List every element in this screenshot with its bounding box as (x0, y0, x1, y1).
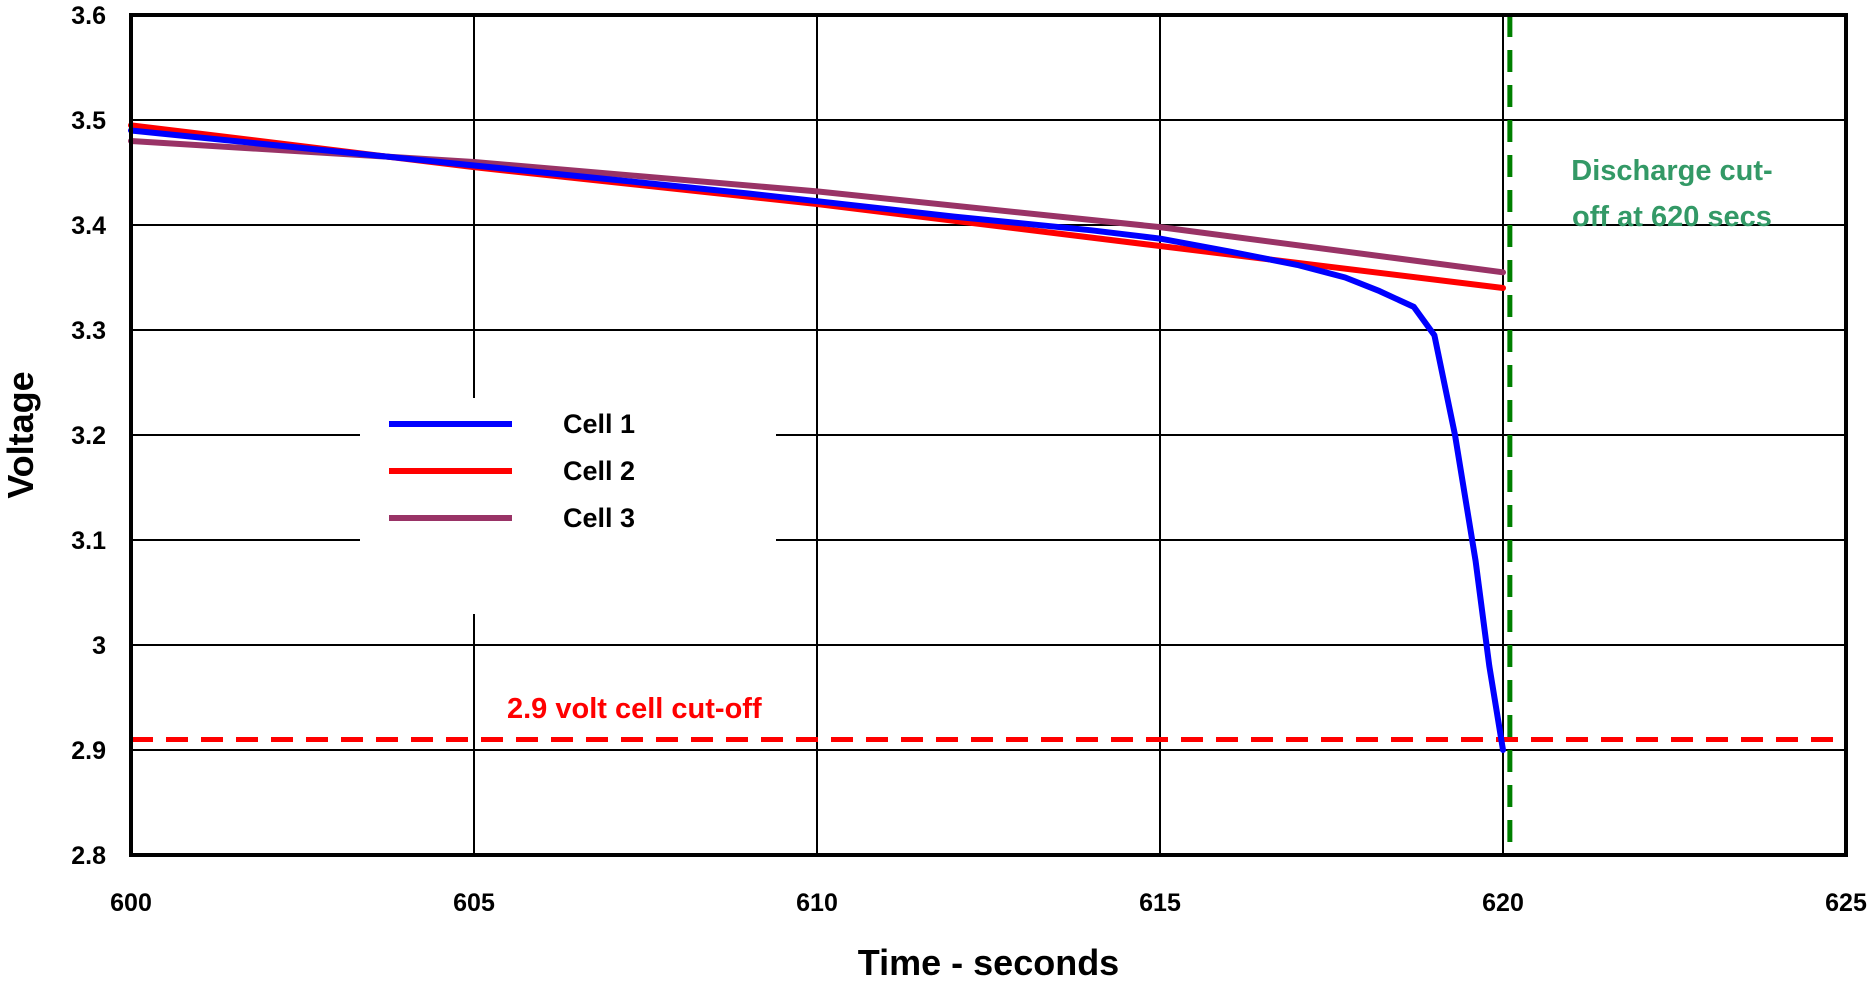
reference-lines (131, 15, 1846, 855)
x-tick-label: 600 (110, 889, 152, 917)
x-tick-label: 610 (796, 889, 838, 917)
y-tick-label: 2.8 (71, 842, 106, 870)
y-tick-label: 3.4 (71, 212, 106, 240)
x-tick-label: 615 (1139, 889, 1181, 917)
legend-label-1: Cell 1 (563, 409, 635, 439)
series-line-cell-1 (128, 127, 1506, 753)
x-tick-label: 620 (1482, 889, 1524, 917)
y-tick-label: 2.9 (71, 737, 106, 765)
x-tick-labels: 600 605 610 615 620 625 (110, 889, 1867, 917)
legend: Cell 1 Cell 2 Cell 3 (360, 398, 776, 614)
y-axis-title: Voltage (0, 371, 41, 498)
y-tick-label: 3.5 (71, 107, 106, 135)
y-tick-label: 3.6 (71, 2, 106, 30)
x-tick-label: 625 (1825, 889, 1867, 917)
discharge-cutoff-label-line-2: off at 620 secs (1572, 201, 1772, 233)
x-tick-label: 605 (453, 889, 495, 917)
y-tick-labels: 2.8 2.9 3 3.1 3.2 3.3 3.4 3.5 3.6 (71, 2, 106, 870)
x-axis-title: Time - seconds (858, 942, 1119, 983)
discharge-cutoff-label-line-1: Discharge cut- (1571, 155, 1772, 187)
legend-background (360, 398, 776, 614)
grid-lines (130, 14, 1847, 856)
y-tick-label: 3.1 (71, 527, 106, 555)
plot-frame (129, 13, 1848, 857)
voltage-cutoff-label: 2.9 volt cell cut-off (507, 693, 762, 725)
y-tick-label: 3 (92, 632, 106, 660)
legend-label-2: Cell 2 (563, 456, 635, 486)
series-lines (128, 122, 1506, 753)
legend-label-3: Cell 3 (563, 503, 635, 533)
y-tick-label: 3.3 (71, 317, 106, 345)
y-tick-label: 3.2 (71, 422, 106, 450)
